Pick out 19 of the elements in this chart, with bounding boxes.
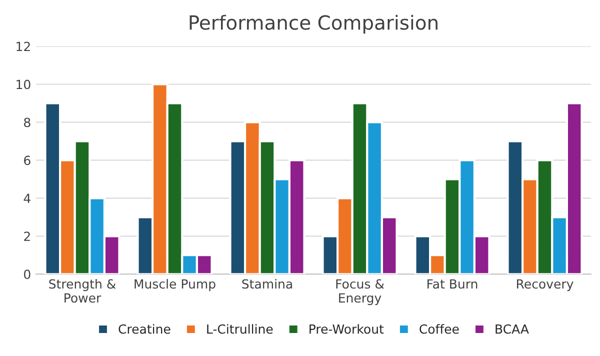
legend-label: Coffee: [420, 324, 459, 334]
x-tick-label: Focus & Energy: [336, 279, 384, 306]
legend-label: L-Citrulline: [207, 324, 273, 334]
x-tick-label: Strength & Power: [49, 278, 116, 303]
y-tick-label: 6: [24, 156, 30, 166]
y-tick-label: 8: [24, 118, 30, 128]
x-tick-label: Fat Burn: [428, 279, 478, 289]
legend-label: BCAA: [496, 324, 529, 334]
y-tick-label: 2: [24, 232, 30, 241]
y-tick-label: 10: [16, 80, 30, 90]
y-tick-label: 0: [24, 270, 30, 280]
chart-title: Performance Comparision: [190, 14, 438, 34]
y-tick-label: 12: [16, 42, 30, 52]
x-tick-label: Muscle Pump: [134, 278, 216, 292]
x-tick-label: Recovery: [516, 279, 574, 292]
legend-label: Creatine: [118, 324, 170, 334]
legend-label: Pre-Workout: [310, 324, 384, 334]
x-tick-label: Stamina: [242, 278, 292, 289]
y-tick-label: 4: [24, 194, 30, 203]
